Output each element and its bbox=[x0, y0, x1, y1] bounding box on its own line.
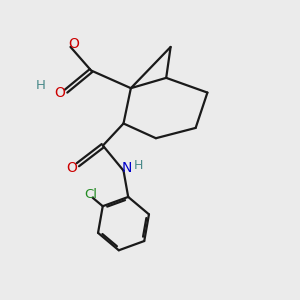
Text: Cl: Cl bbox=[85, 188, 98, 201]
Text: O: O bbox=[68, 37, 79, 51]
Text: H: H bbox=[134, 159, 143, 172]
Text: O: O bbox=[67, 161, 77, 175]
Text: N: N bbox=[121, 161, 132, 175]
Text: H: H bbox=[36, 79, 46, 92]
Text: O: O bbox=[54, 85, 65, 100]
